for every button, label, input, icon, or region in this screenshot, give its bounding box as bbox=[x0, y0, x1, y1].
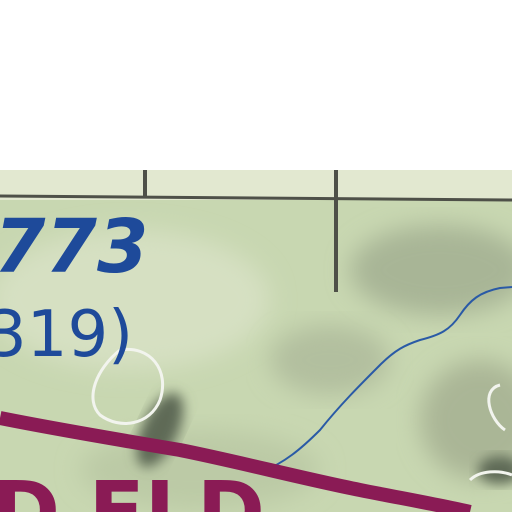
blank-margin bbox=[0, 0, 512, 170]
bottom-place-label: D FLD bbox=[0, 465, 265, 512]
water-outlines bbox=[91, 347, 512, 482]
river-line bbox=[261, 286, 512, 473]
grid-band bbox=[0, 170, 512, 200]
magenta-route-line bbox=[0, 411, 472, 512]
elevation-label-secondary: 319) bbox=[0, 298, 133, 372]
graticule bbox=[0, 170, 512, 292]
elevation-label-primary: 773 bbox=[0, 204, 148, 290]
